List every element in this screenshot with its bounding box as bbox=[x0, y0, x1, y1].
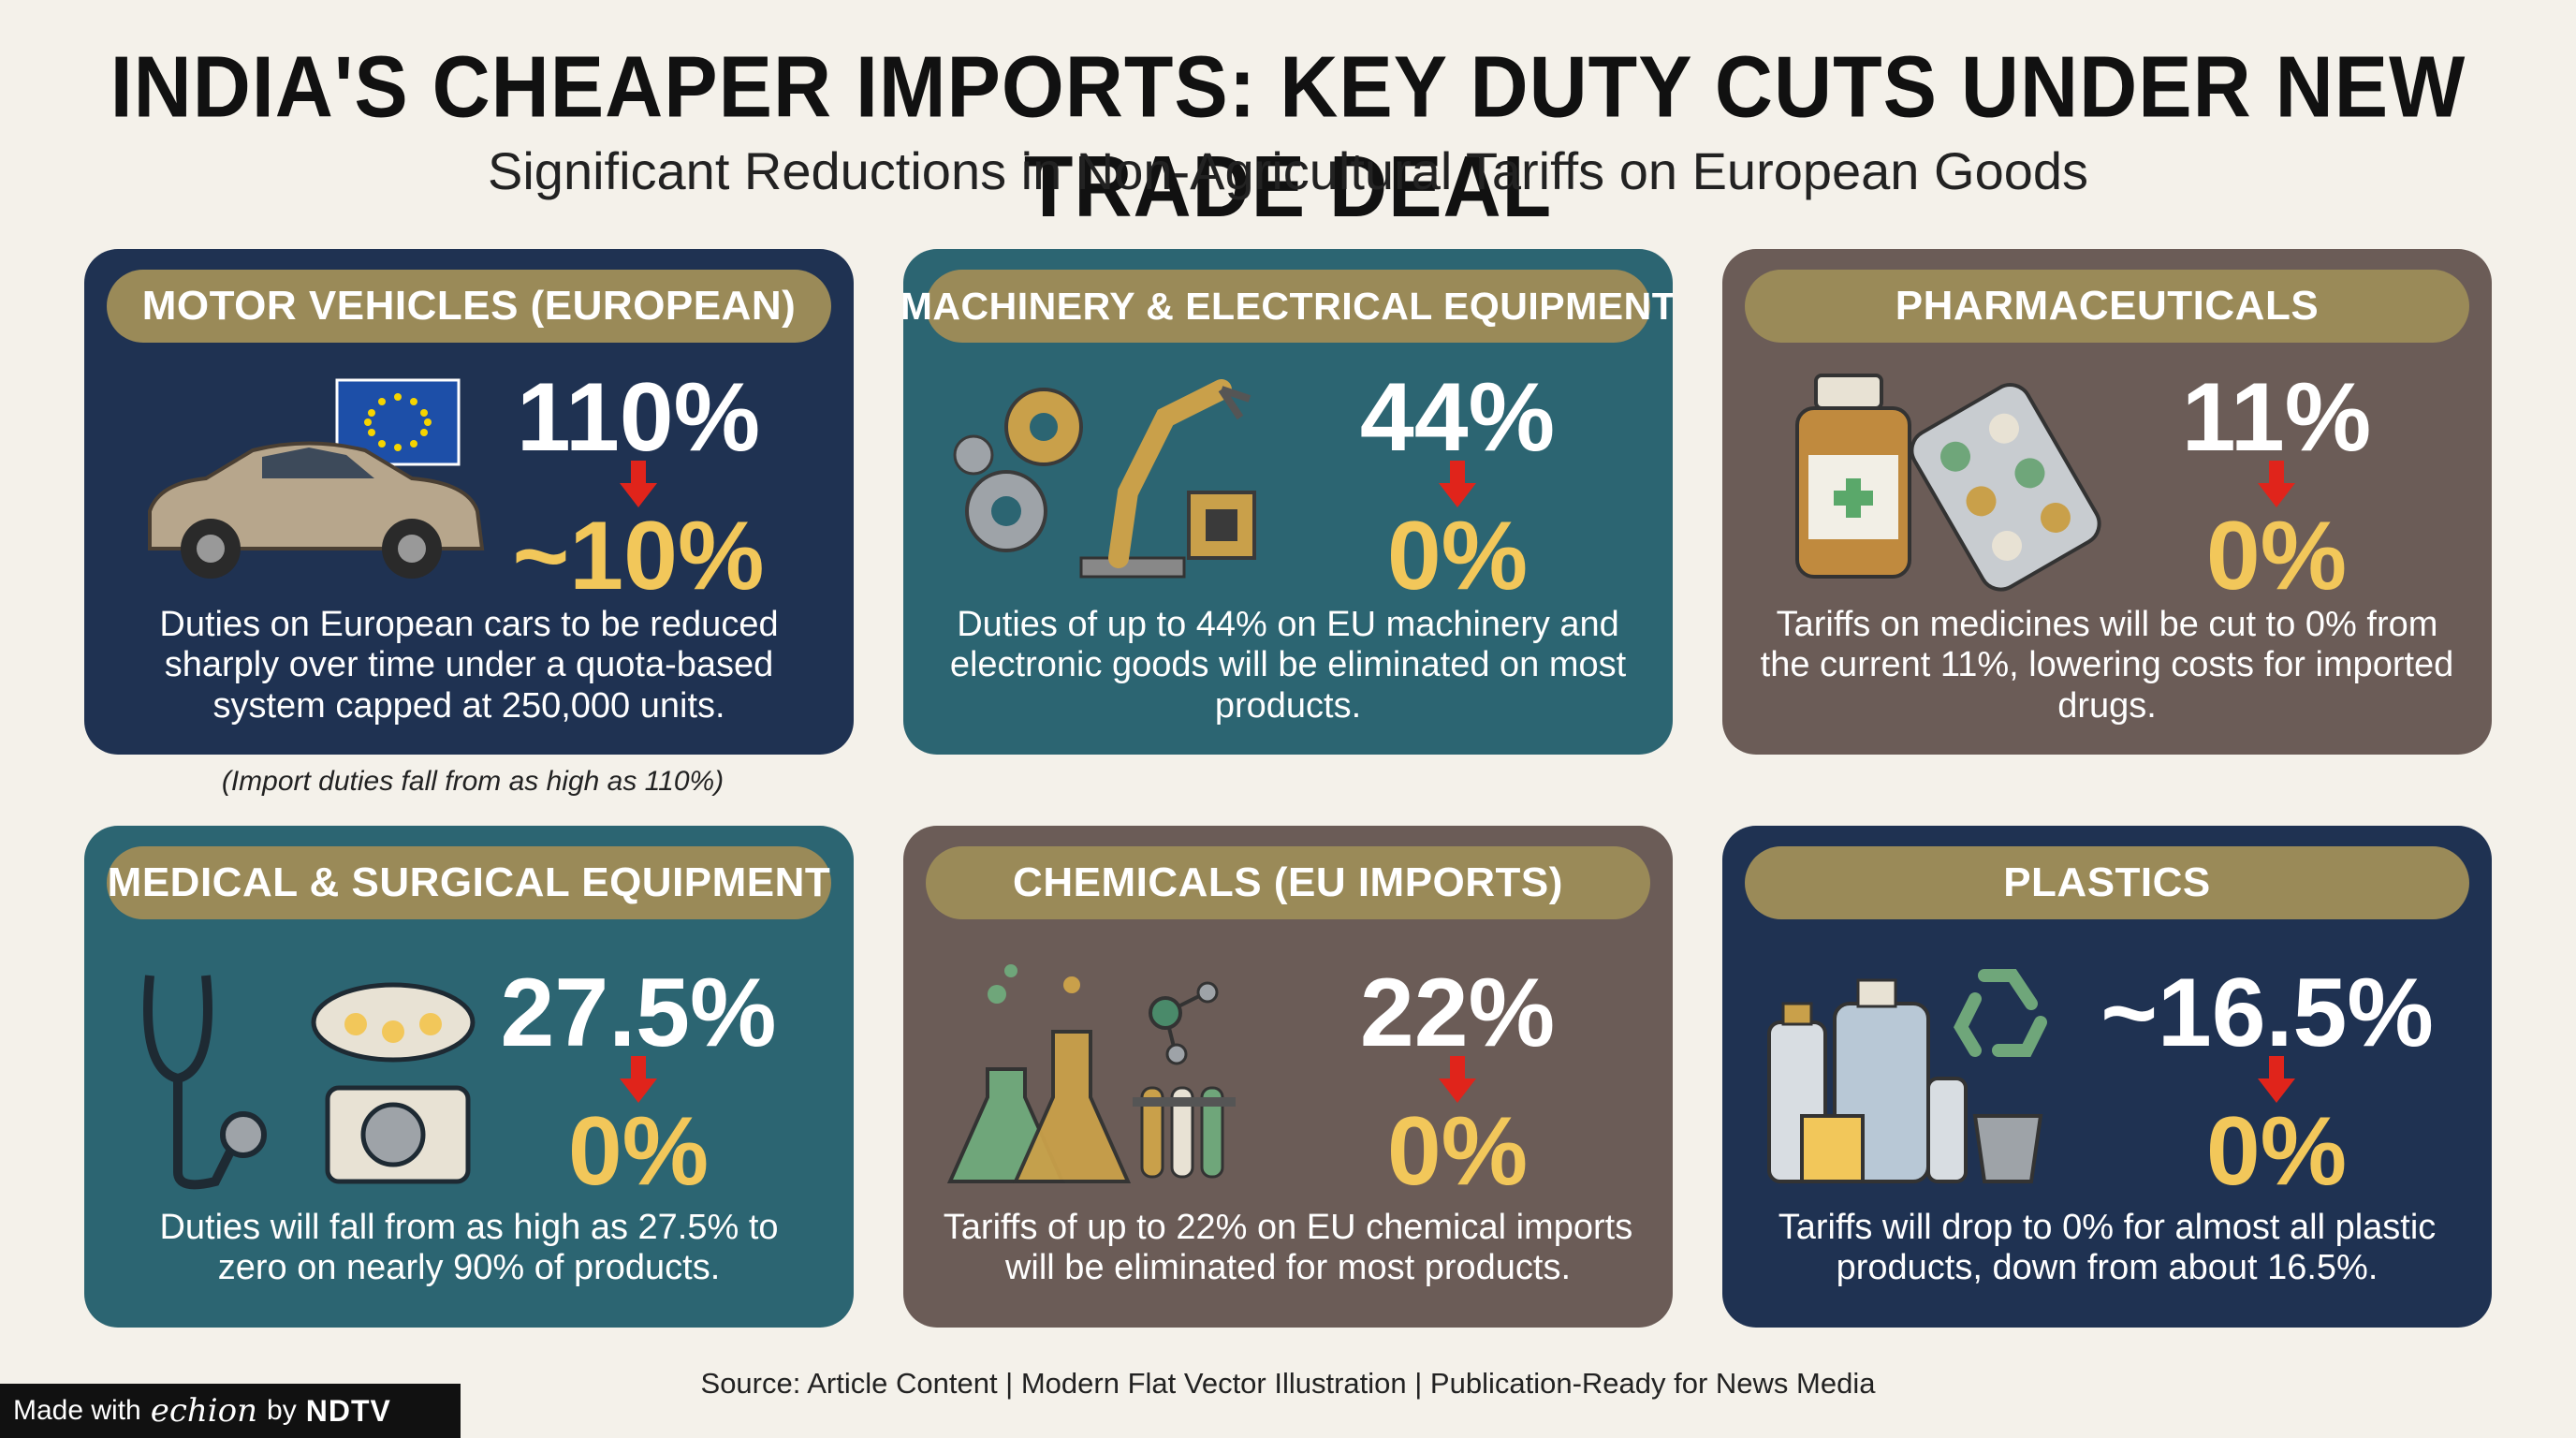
lab-flasks-icon bbox=[941, 957, 1353, 1191]
card-label: PLASTICS bbox=[1745, 846, 2469, 919]
down-arrow-icon bbox=[2258, 1056, 2295, 1103]
gears-robot-arm-icon bbox=[941, 361, 1353, 595]
card-label: MOTOR VEHICLES (EUROPEAN) bbox=[107, 270, 831, 343]
made-with-badge[interactable]: Made with echion by NDTV bbox=[0, 1384, 461, 1438]
old-duty: 11% bbox=[2181, 363, 2372, 472]
page-title: INDIA'S CHEAPER IMPORTS: KEY DUTY CUTS U… bbox=[110, 38, 2466, 236]
old-duty: 27.5% bbox=[500, 959, 777, 1067]
source-line: Source: Article Content | Modern Flat Ve… bbox=[700, 1367, 1876, 1400]
card-label: CHEMICALS (EU IMPORTS) bbox=[926, 846, 1650, 919]
old-duty: ~16.5% bbox=[2100, 959, 2434, 1067]
down-arrow-icon bbox=[620, 461, 657, 507]
car-eu-flag-icon bbox=[122, 361, 534, 595]
card-label: MACHINERY & ELECTRICAL EQUIPMENT bbox=[903, 270, 1673, 343]
card-description: Duties on European cars to be reduced sh… bbox=[159, 605, 779, 726]
plastic-bottles-recycle-icon bbox=[1760, 957, 2172, 1191]
new-duty: 0% bbox=[1386, 1097, 1529, 1206]
card-description: Tariffs of up to 22% on EU chemical impo… bbox=[943, 1208, 1633, 1288]
card-chemicals: CHEMICALS (EU IMPORTS) 22% 0% Tariffs of… bbox=[903, 826, 1673, 1328]
medicine-bottle-pills-icon bbox=[1760, 361, 2172, 595]
new-duty: 0% bbox=[2205, 502, 2348, 610]
card-description: Tariffs will drop to 0% for almost all p… bbox=[1778, 1208, 2437, 1288]
old-duty: 44% bbox=[1359, 363, 1556, 472]
new-duty: 0% bbox=[1386, 502, 1529, 610]
card-pharmaceuticals: PHARMACEUTICALS 11% 0% Tariffs on medici… bbox=[1722, 249, 2492, 755]
card-machinery: MACHINERY & ELECTRICAL EQUIPMENT 44% 0% … bbox=[903, 249, 1673, 755]
badge-by: by bbox=[267, 1395, 297, 1426]
old-duty: 22% bbox=[1359, 959, 1556, 1067]
card-label: MEDICAL & SURGICAL EQUIPMENT bbox=[107, 846, 831, 919]
card-description: Duties will fall from as high as 27.5% t… bbox=[159, 1208, 779, 1288]
badge-prefix: Made with bbox=[13, 1395, 141, 1426]
new-duty: ~10% bbox=[512, 502, 765, 610]
down-arrow-icon bbox=[2258, 461, 2295, 507]
card-description: Tariffs on medicines will be cut to 0% f… bbox=[1760, 605, 2454, 726]
card-description: Duties of up to 44% on EU machinery and … bbox=[949, 605, 1627, 726]
card-plastics: PLASTICS ~16.5% 0% Tariffs will drop to … bbox=[1722, 826, 2492, 1328]
ndtv-logo: NDTV bbox=[305, 1393, 391, 1428]
card-label: PHARMACEUTICALS bbox=[1745, 270, 2469, 343]
down-arrow-icon bbox=[620, 1056, 657, 1103]
new-duty: 0% bbox=[567, 1097, 710, 1206]
down-arrow-icon bbox=[1439, 1056, 1476, 1103]
echion-logo: echion bbox=[150, 1392, 258, 1430]
card-medical-surgical: MEDICAL & SURGICAL EQUIPMENT 27.5% 0% Du… bbox=[84, 826, 854, 1328]
card-motor-vehicles: MOTOR VEHICLES (EUROPEAN) 110% ~10% Duti… bbox=[84, 249, 854, 755]
motor-vehicles-note: (Import duties fall from as high as 110%… bbox=[221, 766, 724, 797]
old-duty: 110% bbox=[516, 363, 761, 472]
stethoscope-surgical-light-icon bbox=[122, 957, 534, 1191]
new-duty: 0% bbox=[2205, 1097, 2348, 1206]
down-arrow-icon bbox=[1439, 461, 1476, 507]
page-subtitle: Significant Reductions in Non-Agricultur… bbox=[488, 141, 2088, 200]
